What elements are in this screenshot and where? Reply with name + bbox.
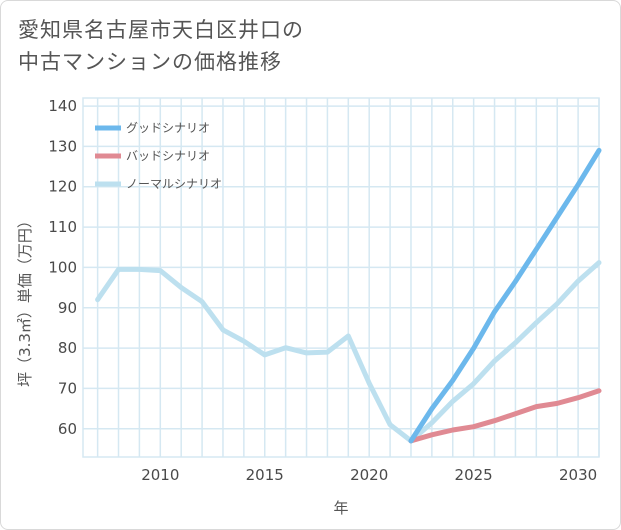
x-tick-label: 2030 [559, 466, 597, 484]
grid-lines [82, 97, 600, 458]
chart-title-line2: 中古マンションの価格推移 [18, 50, 282, 74]
y-tick-label: 140 [48, 97, 77, 115]
y-tick-label: 60 [58, 420, 77, 438]
legend-label: ノーマルシナリオ [126, 177, 222, 191]
y-axis-ticks: 60 70 80 90 100 110 120 130 140 [48, 97, 77, 438]
legend-label: バッドシナリオ [126, 149, 210, 163]
x-tick-label: 2020 [350, 466, 388, 484]
series-lines [95, 147, 602, 444]
x-tick-label: 2015 [246, 466, 284, 484]
x-tick-label: 2025 [455, 466, 493, 484]
x-axis-ticks: 2010 2015 2020 2025 2030 [141, 466, 597, 484]
series-line-0 [408, 147, 602, 444]
chart-title: 愛知県名古屋市天白区井口の 中古マンションの価格推移 [18, 14, 304, 78]
y-tick-label: 80 [58, 339, 77, 357]
y-tick-label: 100 [48, 258, 77, 276]
x-tick-label: 2010 [141, 466, 179, 484]
y-tick-label: 120 [48, 178, 77, 196]
x-axis-label: 年 [333, 499, 348, 517]
chart-title-line1: 愛知県名古屋市天白区井口の [18, 18, 304, 42]
series-line-1 [408, 388, 602, 444]
y-tick-label: 90 [58, 299, 77, 317]
plot-frame [82, 97, 600, 458]
y-tick-label: 130 [48, 137, 77, 155]
y-tick-label: 110 [48, 218, 77, 236]
series-line-2 [95, 260, 602, 444]
y-axis-label: 坪（3.3㎡）単価（万円） [16, 213, 34, 387]
y-tick-label: 70 [58, 379, 77, 397]
legend-label: グッドシナリオ [126, 121, 210, 135]
